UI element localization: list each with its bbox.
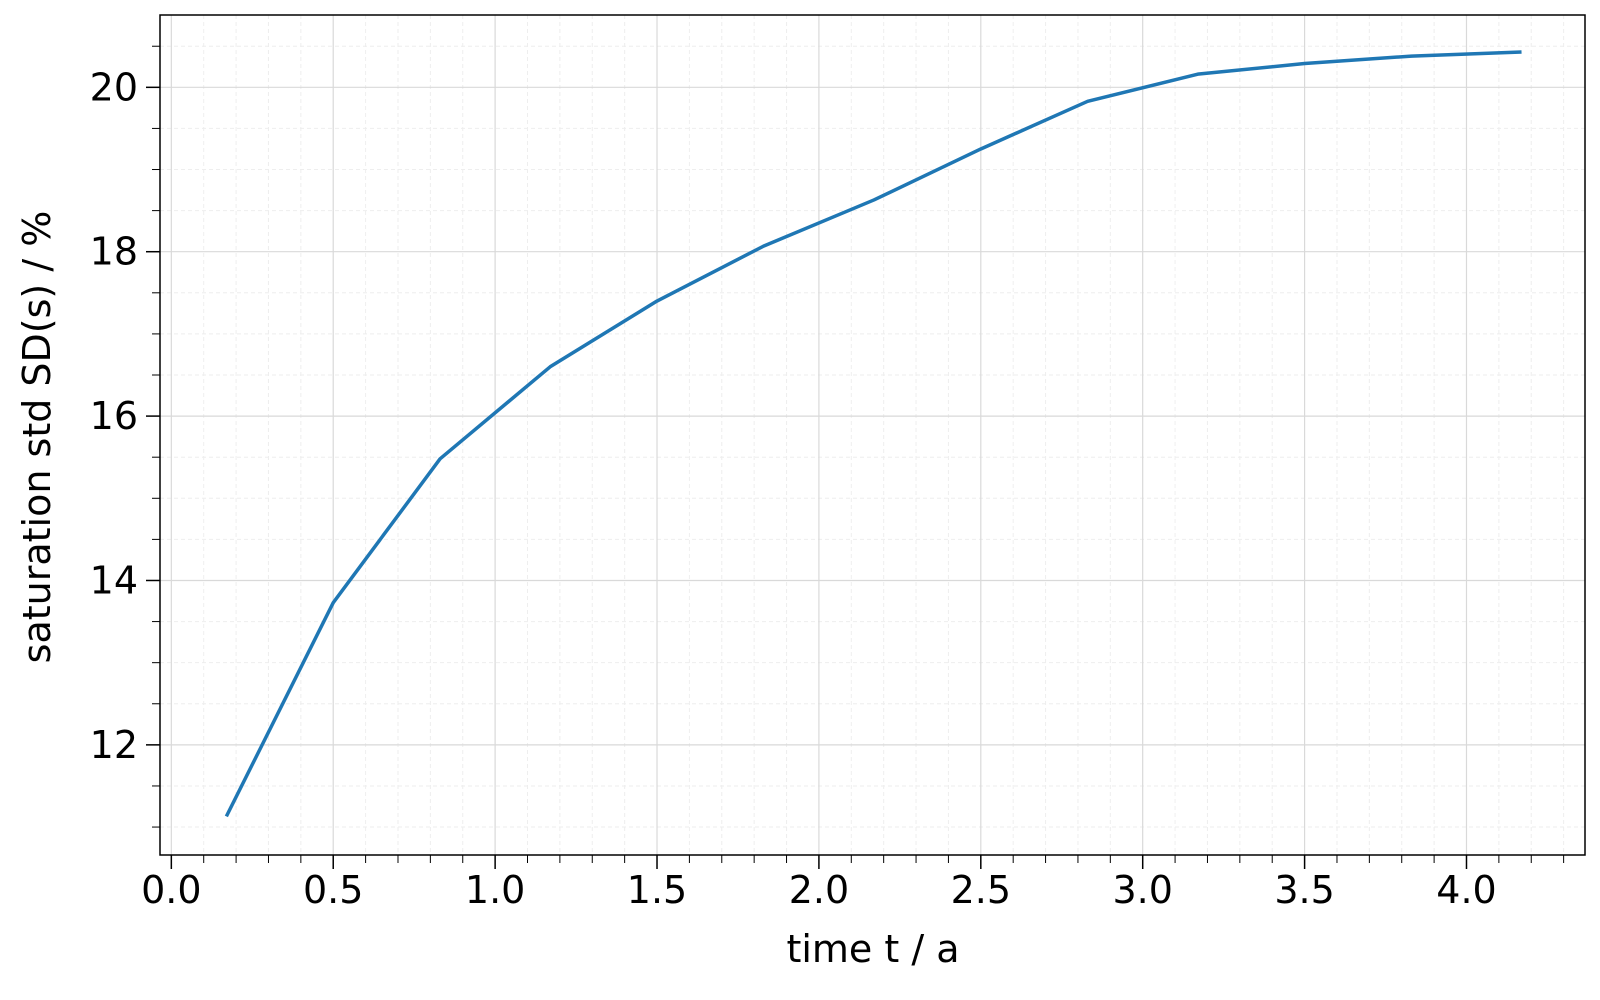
x-tick-label: 0.0 (141, 868, 201, 912)
y-tick-label: 18 (90, 230, 138, 274)
x-tick-label: 2.0 (789, 868, 849, 912)
x-tick-label: 0.5 (303, 868, 363, 912)
x-tick-label: 1.5 (627, 868, 687, 912)
y-tick-label: 16 (90, 394, 138, 438)
x-tick-label: 2.5 (951, 868, 1011, 912)
x-axis-label: time t / a (786, 927, 959, 971)
x-tick-label: 3.5 (1274, 868, 1334, 912)
x-tick-label: 1.0 (465, 868, 525, 912)
x-tick-label: 4.0 (1436, 868, 1496, 912)
y-tick-label: 14 (90, 558, 138, 602)
line (224, 50, 1522, 818)
y-axis-label: saturation std SD(s) / % (15, 211, 59, 664)
plot-frame (159, 14, 1586, 856)
x-tick-label: 3.0 (1112, 868, 1172, 912)
y-tick-label: 20 (90, 65, 138, 109)
y-tick-label: 12 (90, 723, 138, 767)
